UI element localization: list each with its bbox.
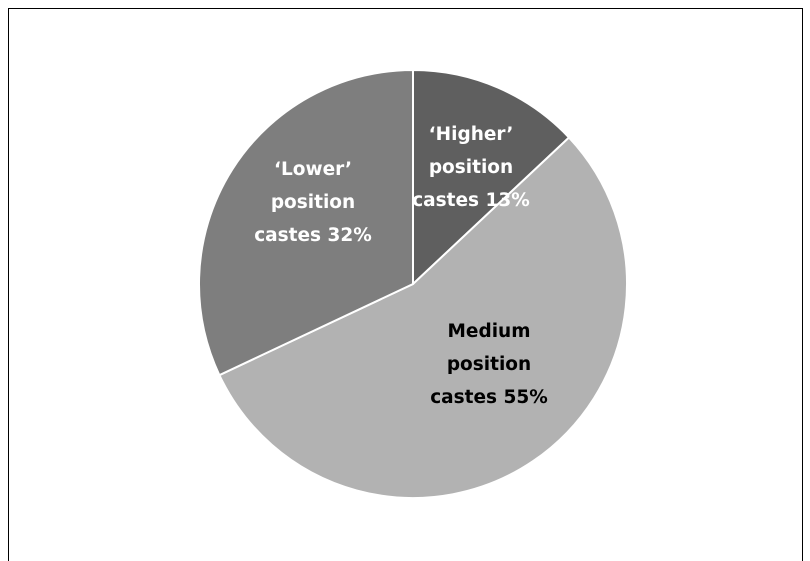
slice-label-line: castes 55% [430,387,548,408]
slice-higher-label: ‘Higher’ position castes 13% [412,124,530,211]
slice-medium-label: Medium position castes 55% [430,321,548,408]
slice-label-line: castes 32% [254,225,372,246]
slice-label-line: position [447,354,531,375]
slice-label-line: position [271,192,355,213]
slice-label-line: Medium [448,321,531,342]
pie-slices [198,68,628,499]
slice-lower-label: ‘Lower’ position castes 32% [254,159,372,246]
slice-lower [198,68,414,377]
slice-medium [218,136,628,499]
slice-label-line: ‘Higher’ [429,124,514,145]
slice-label-line: ‘Lower’ [274,159,352,180]
slice-label-line: castes 13% [412,190,530,211]
slice-higher [412,68,571,287]
slice-label-line: position [429,157,513,178]
